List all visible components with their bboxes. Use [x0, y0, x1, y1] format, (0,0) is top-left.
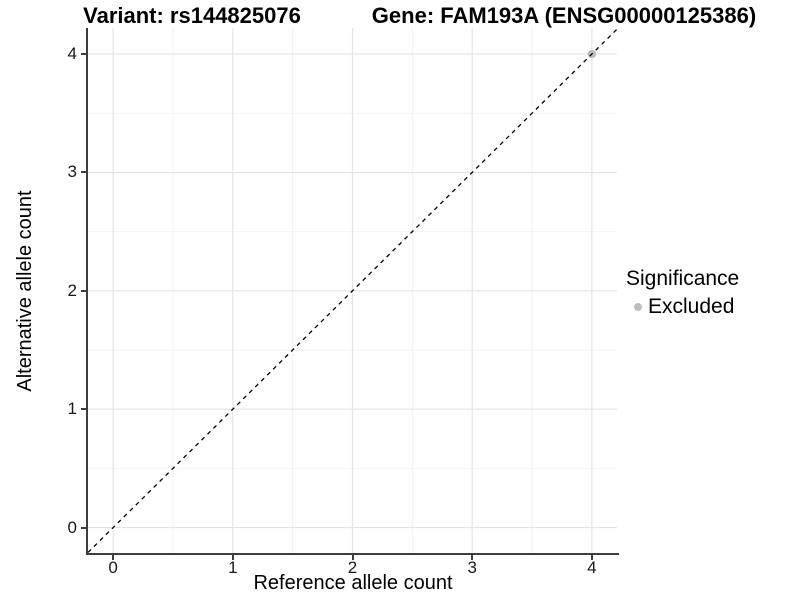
y-tick-mark [81, 289, 86, 292]
plot-canvas [88, 28, 617, 553]
x-tick-mark [351, 555, 354, 560]
y-tick-label: 2 [67, 280, 77, 300]
x-tick-label: 2 [347, 558, 358, 577]
x-tick-label: 1 [228, 558, 238, 577]
plot-panel [88, 28, 617, 553]
y-axis-line [86, 28, 88, 555]
legend-item-label: Excluded [648, 295, 735, 318]
x-tick-mark [590, 555, 593, 560]
x-tick-label: 3 [467, 558, 477, 577]
x-tick-label: 4 [587, 558, 597, 577]
y-tick-label: 3 [67, 162, 77, 182]
y-tick-label: 4 [67, 44, 77, 64]
legend-title: Significance [626, 267, 740, 290]
y-tick-label: 1 [67, 399, 77, 419]
x-tick-label: 0 [108, 558, 118, 577]
y-tick-label: 0 [67, 517, 77, 537]
x-tick-mark [112, 555, 115, 560]
y-tick-mark [81, 53, 86, 56]
x-axis-title: Reference allele count [253, 572, 453, 594]
legend-item-excluded: Excluded [626, 295, 739, 319]
plot-title-gene: Gene: FAM193A (ENSG00000125386) [371, 3, 757, 28]
plot-title-variant: Variant: rs144825076 [83, 3, 301, 28]
x-tick-mark [471, 555, 474, 560]
x-axis-line [86, 553, 619, 555]
y-tick-mark [81, 408, 86, 411]
x-tick-mark [231, 555, 234, 560]
y-tick-mark [81, 171, 86, 174]
legend: Significance Excluded [626, 267, 739, 319]
identity-line [88, 28, 617, 553]
y-tick-mark [81, 526, 86, 529]
legend-point-icon [634, 303, 642, 311]
